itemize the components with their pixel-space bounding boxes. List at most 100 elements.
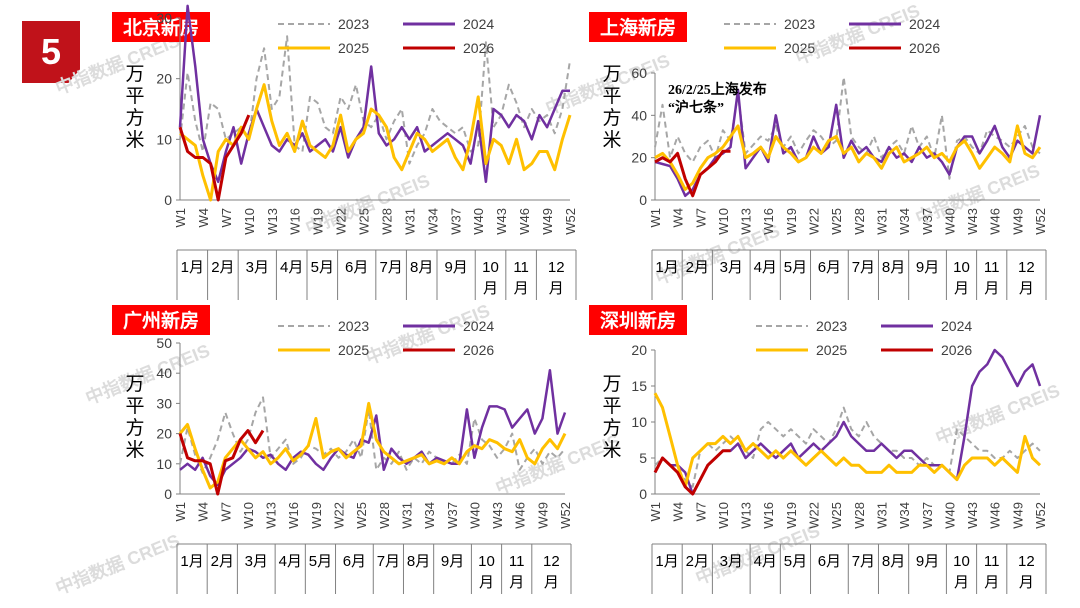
y-axis-label-char: 方 bbox=[125, 107, 144, 129]
month-label: 7月 bbox=[379, 259, 402, 276]
x-tick-label: W22 bbox=[807, 208, 822, 235]
watermark-text: 中指数据 CREIS bbox=[52, 530, 182, 599]
chart-title-box bbox=[112, 305, 210, 335]
series-line-2025 bbox=[178, 401, 567, 490]
y-tick-label: 0 bbox=[639, 192, 647, 208]
x-tick-label: W10 bbox=[716, 502, 731, 529]
legend-label-2026: 2026 bbox=[463, 40, 494, 56]
watermark-text: 中指数据 CREIS bbox=[82, 340, 212, 409]
x-tick-label: W43 bbox=[490, 502, 505, 529]
month-label-suffix: 月 bbox=[1019, 574, 1034, 591]
legend-label-2026: 2026 bbox=[941, 342, 972, 358]
series-line-2023 bbox=[179, 396, 566, 474]
x-tick-label: W37 bbox=[448, 208, 463, 235]
y-axis-label-char: 方 bbox=[602, 107, 621, 129]
x-tick-label: W16 bbox=[286, 502, 301, 529]
month-label: 1月 bbox=[655, 259, 678, 276]
x-tick-label: W37 bbox=[920, 208, 935, 235]
month-label: 6月 bbox=[818, 259, 841, 276]
y-tick-label: 50 bbox=[156, 335, 172, 351]
month-label: 12 bbox=[1018, 553, 1035, 570]
x-tick-label: W28 bbox=[377, 502, 392, 529]
month-label-suffix: 月 bbox=[549, 280, 564, 297]
legend-label-2023: 2023 bbox=[338, 318, 369, 334]
x-tick-label: W49 bbox=[1010, 502, 1025, 529]
month-label: 1月 bbox=[181, 259, 204, 276]
x-tick-label: W1 bbox=[648, 502, 663, 522]
x-tick-label: W40 bbox=[467, 502, 482, 529]
series-line-2026 bbox=[178, 429, 265, 496]
y-axis-label-char: 平 bbox=[125, 396, 144, 417]
month-label: 4月 bbox=[279, 553, 302, 570]
month-label: 12 bbox=[543, 553, 560, 570]
legend-label-2023: 2023 bbox=[338, 16, 369, 32]
chart-title: 深圳新房 bbox=[600, 309, 676, 332]
month-label: 2月 bbox=[211, 553, 234, 570]
month-label: 2月 bbox=[686, 553, 709, 570]
x-tick-label: W4 bbox=[671, 208, 686, 228]
month-label: 6月 bbox=[343, 553, 366, 570]
chart-title-box bbox=[589, 305, 687, 335]
legend-label-2024: 2024 bbox=[463, 318, 494, 334]
watermark-text: 中指数据 CREIS bbox=[932, 380, 1062, 449]
month-label: 7月 bbox=[377, 553, 400, 570]
y-axis-label-char: 万 bbox=[125, 374, 144, 395]
month-label: 10 bbox=[482, 259, 499, 276]
x-tick-label: W46 bbox=[513, 502, 528, 529]
legend-label-2023: 2023 bbox=[784, 16, 815, 32]
x-tick-label: W31 bbox=[874, 502, 889, 529]
month-label: 3月 bbox=[720, 259, 743, 276]
x-tick-label: W31 bbox=[874, 208, 889, 235]
x-tick-label: W7 bbox=[218, 502, 233, 522]
x-tick-label: W16 bbox=[288, 208, 303, 235]
x-tick-label: W19 bbox=[309, 502, 324, 529]
month-label: 5月 bbox=[309, 553, 332, 570]
series-line-2026 bbox=[178, 114, 251, 202]
chart-title: 上海新房 bbox=[600, 16, 676, 39]
month-label: 7月 bbox=[852, 259, 875, 276]
y-tick-label: 15 bbox=[631, 378, 647, 394]
x-tick-label: W46 bbox=[988, 502, 1003, 529]
month-label-suffix: 月 bbox=[483, 280, 498, 297]
legend-label-2025: 2025 bbox=[338, 342, 369, 358]
month-label-suffix: 月 bbox=[1019, 280, 1034, 297]
x-tick-label: W22 bbox=[334, 208, 349, 235]
x-tick-label: W28 bbox=[379, 208, 394, 235]
month-label: 9月 bbox=[444, 259, 467, 276]
y-tick-label: 0 bbox=[164, 486, 172, 502]
y-tick-label: 10 bbox=[631, 414, 647, 430]
x-tick-label: W28 bbox=[852, 208, 867, 235]
y-axis-label-char: 米 bbox=[602, 129, 621, 151]
chart-title: 广州新房 bbox=[123, 309, 199, 332]
month-label: 10 bbox=[953, 553, 970, 570]
x-tick-label: W7 bbox=[693, 502, 708, 522]
x-tick-label: W1 bbox=[648, 208, 663, 228]
x-tick-label: W34 bbox=[897, 502, 912, 529]
month-label: 9月 bbox=[916, 553, 939, 570]
y-tick-label: 0 bbox=[164, 192, 172, 208]
month-label: 12 bbox=[1018, 259, 1035, 276]
y-tick-label: 30 bbox=[156, 395, 172, 411]
x-tick-label: W31 bbox=[402, 208, 417, 235]
x-tick-label: W7 bbox=[693, 208, 708, 228]
x-tick-label: W7 bbox=[219, 208, 234, 228]
x-tick-label: W34 bbox=[425, 208, 440, 235]
month-label: 1月 bbox=[655, 553, 678, 570]
month-label: 3月 bbox=[246, 259, 269, 276]
x-tick-label: W13 bbox=[739, 502, 754, 529]
y-tick-label: 10 bbox=[156, 131, 172, 147]
section-number-badge: 5 bbox=[22, 21, 80, 83]
x-tick-label: W40 bbox=[471, 208, 486, 235]
month-label: 6月 bbox=[818, 553, 841, 570]
y-axis-label-char: 万 bbox=[125, 64, 144, 85]
series-line-2026 bbox=[654, 149, 731, 198]
month-label: 8月 bbox=[407, 553, 430, 570]
month-label: 11 bbox=[984, 259, 1000, 276]
chart-annotation: “沪七条” bbox=[668, 99, 724, 116]
x-tick-label: W37 bbox=[920, 502, 935, 529]
legend-label-2025: 2025 bbox=[338, 40, 369, 56]
x-tick-label: W40 bbox=[942, 502, 957, 529]
